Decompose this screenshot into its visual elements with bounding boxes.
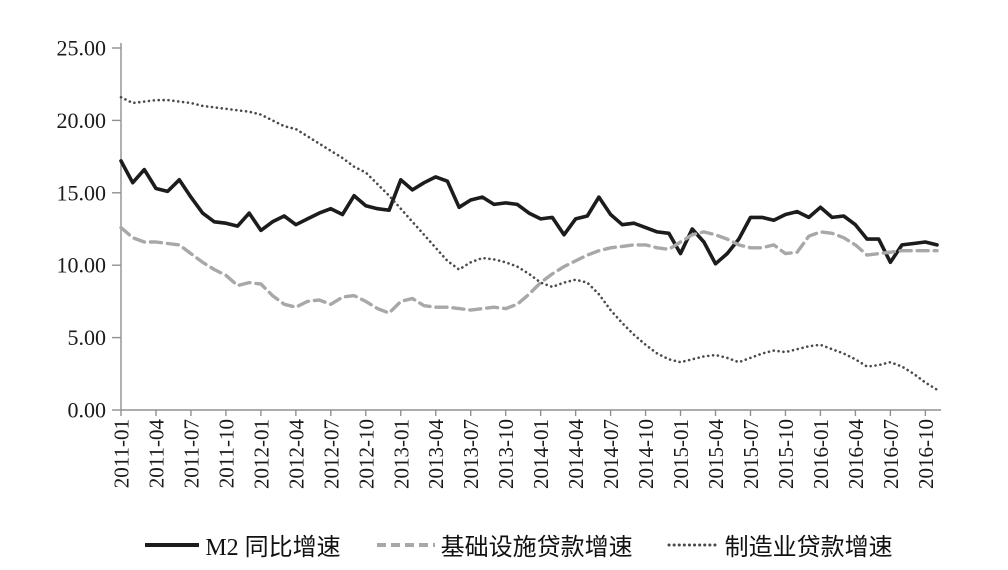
x-tick-label: 2013-04 xyxy=(424,419,448,489)
legend-label-m2: M2 同比增速 xyxy=(205,535,341,561)
x-tick-label: 2015-04 xyxy=(704,419,728,489)
x-tick-label: 2013-07 xyxy=(459,419,483,489)
series-line-0 xyxy=(119,159,939,266)
x-tick-label: 2013-10 xyxy=(494,419,518,489)
legend-dashed-line-icon xyxy=(376,542,435,547)
legend-label-infrastructure: 基础设施贷款增速 xyxy=(440,535,633,561)
y-tick-label: 25.00 xyxy=(57,36,107,61)
x-tick-label: 2014-10 xyxy=(634,419,658,489)
x-tick-label: 2012-07 xyxy=(319,419,343,489)
x-tick-label: 2011-07 xyxy=(179,419,203,488)
x-tick-label: 2014-07 xyxy=(599,419,623,489)
y-tick-label: 0.00 xyxy=(68,398,107,423)
x-tick-label: 2012-04 xyxy=(284,419,308,489)
legend-dotted-line-icon xyxy=(667,543,721,546)
legend-item-m2: M2 同比增速 xyxy=(143,527,341,562)
x-tick-label: 2014-04 xyxy=(564,419,588,489)
x-tick-label: 2016-01 xyxy=(809,419,833,489)
y-tick-label: 15.00 xyxy=(57,180,107,205)
x-tick-label: 2015-07 xyxy=(739,419,763,489)
x-tick-label: 2016-07 xyxy=(879,419,903,489)
x-tick-label: 2014-01 xyxy=(529,419,553,489)
x-tick-label: 2016-04 xyxy=(844,419,868,489)
series-line-1 xyxy=(119,225,939,315)
series-line-2 xyxy=(119,95,939,391)
y-tick-label: 10.00 xyxy=(57,253,107,278)
x-tick-label: 2011-10 xyxy=(214,419,238,488)
x-tick-label: 2016-10 xyxy=(914,419,938,489)
x-tick-label: 2015-01 xyxy=(669,419,693,489)
x-tick-label: 2013-01 xyxy=(389,419,413,489)
y-tick-label: 20.00 xyxy=(57,108,107,133)
legend-item-infrastructure: 基础设施贷款增速 xyxy=(375,527,633,562)
legend-solid-line-icon xyxy=(145,542,200,547)
chart-legend: M2 同比增速 基础设施贷款增速 制造业贷款增速 xyxy=(0,527,1008,562)
x-tick-label: 2012-01 xyxy=(249,419,273,489)
line-chart-canvas: 0.00 5.00 10.00 15.00 20.00 25.00 2011-01 2011-… xyxy=(57,36,941,489)
x-tick-label: 2015-10 xyxy=(774,419,798,489)
x-tick-label: 2012-10 xyxy=(354,419,378,489)
x-tick-label: 2011-01 xyxy=(110,419,134,488)
y-tick-label: 5.00 xyxy=(68,325,107,350)
legend-item-manufacturing: 制造业贷款增速 xyxy=(667,527,893,562)
legend-label-manufacturing: 制造业贷款增速 xyxy=(724,535,893,561)
x-tick-label: 2011-04 xyxy=(144,419,168,489)
